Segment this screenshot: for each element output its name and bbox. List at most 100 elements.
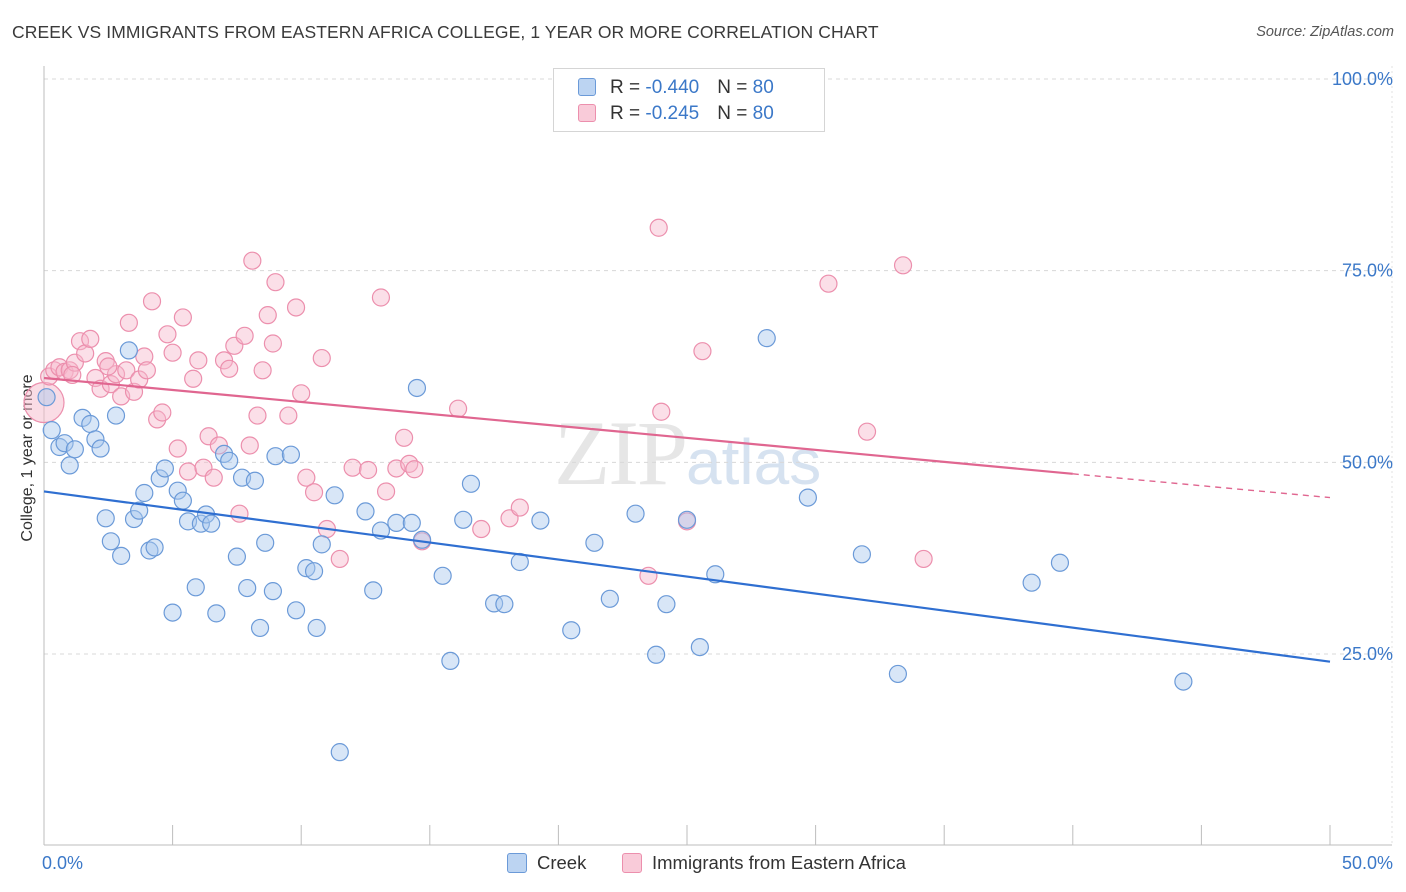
stats-legend: R = -0.440 N = 80 R = -0.245 N = 80 xyxy=(553,68,825,132)
immigrants-point xyxy=(220,359,239,378)
creek-point xyxy=(155,459,174,478)
creek-point xyxy=(402,513,421,533)
legend-r-value: -0.440 xyxy=(645,77,700,98)
creek-point xyxy=(135,483,154,503)
creek-point xyxy=(55,434,74,453)
creek-trend-line xyxy=(43,490,1331,663)
creek-point xyxy=(65,440,84,459)
creek-point xyxy=(1022,573,1041,592)
creek-point xyxy=(461,474,481,493)
creek-point xyxy=(647,645,666,664)
immigrants-point xyxy=(312,348,331,368)
creek-point xyxy=(325,486,344,505)
creek-point xyxy=(168,481,187,500)
immigrants-point xyxy=(286,298,306,317)
creek-swatch xyxy=(578,78,596,96)
immigrants-point xyxy=(358,460,378,480)
creek-point xyxy=(387,513,406,533)
creek-point xyxy=(60,456,79,475)
creek-point xyxy=(207,604,226,623)
creek-point xyxy=(330,743,349,762)
immigrants-point xyxy=(376,482,396,501)
immigrants-point xyxy=(258,306,277,325)
immigrants-point xyxy=(371,288,391,307)
creek-point xyxy=(140,541,159,560)
immigrants-point xyxy=(819,274,838,293)
immigrants-point xyxy=(343,458,362,477)
legend-r-label: R = xyxy=(610,103,646,124)
creek-point xyxy=(441,651,460,671)
creek-point xyxy=(304,562,324,581)
immigrants-trend-line xyxy=(43,376,1073,475)
y-tick-label: 50.0% xyxy=(1342,452,1393,472)
creek-point xyxy=(585,533,604,552)
immigrants-point xyxy=(189,351,208,370)
immigrants-point xyxy=(693,342,712,361)
immigrants-point xyxy=(153,403,172,422)
creek-point xyxy=(757,329,776,348)
immigrants-point xyxy=(173,308,192,327)
creek-point xyxy=(485,594,504,613)
creek-point xyxy=(677,510,697,529)
legend-n-value: 80 xyxy=(752,77,774,98)
creek-point xyxy=(150,469,169,488)
source-label: Source: ZipAtlas.com xyxy=(1256,24,1394,40)
trend-lines xyxy=(43,376,1331,663)
bottom-legend-creek-label: Creek xyxy=(537,852,587,873)
creek-point xyxy=(1050,553,1070,572)
immigrants-point xyxy=(405,460,424,479)
creek-point xyxy=(37,388,56,407)
immigrants-point xyxy=(292,384,311,403)
immigrants-point xyxy=(158,325,177,344)
immigrants-point xyxy=(893,256,913,275)
legend-row-immigrants: R = -0.245 N = 80 xyxy=(578,103,774,125)
immigrants-point xyxy=(230,504,249,523)
creek-point xyxy=(119,341,138,360)
immigrants-point xyxy=(235,326,254,345)
immigrants-points xyxy=(23,218,933,585)
creek-point xyxy=(364,581,383,600)
legend-r-value: -0.245 xyxy=(645,103,700,124)
immigrants-point xyxy=(857,422,877,441)
creek-point xyxy=(238,578,257,598)
chart-title: CREEK VS IMMIGRANTS FROM EASTERN AFRICA … xyxy=(12,22,879,42)
immigrants-swatch xyxy=(622,853,642,873)
creek-point xyxy=(202,514,221,533)
creek-points xyxy=(37,329,1193,762)
creek-point xyxy=(145,538,164,557)
bottom-legend-immigrants-label: Immigrants from Eastern Africa xyxy=(652,852,906,873)
creek-point xyxy=(281,445,301,464)
legend-r-label: R = xyxy=(610,77,646,98)
creek-point xyxy=(454,510,473,529)
axes xyxy=(43,66,1393,846)
creek-point xyxy=(626,504,645,523)
creek-point xyxy=(407,378,427,398)
immigrants-point xyxy=(330,549,349,569)
immigrants-point xyxy=(510,498,529,517)
immigrants-point xyxy=(248,406,267,425)
creek-point xyxy=(191,514,210,533)
bottom-legend-creek: Creek xyxy=(507,852,586,874)
creek-point xyxy=(96,509,115,528)
immigrants-point xyxy=(204,468,223,487)
creek-point xyxy=(600,589,619,608)
immigrants-point xyxy=(472,519,491,539)
creek-point xyxy=(657,595,676,614)
immigrants-point xyxy=(99,357,118,376)
creek-point xyxy=(245,471,265,490)
immigrants-point xyxy=(304,483,324,502)
immigrants-point xyxy=(130,370,149,389)
creek-point xyxy=(307,618,326,638)
immigrants-point xyxy=(297,468,316,487)
immigrants-point xyxy=(400,454,419,473)
y-tick-label: 25.0% xyxy=(1342,644,1393,664)
creek-point xyxy=(106,406,126,425)
immigrants-point xyxy=(394,428,414,447)
immigrants-point xyxy=(199,427,218,446)
creek-point xyxy=(101,532,120,551)
immigrants-point xyxy=(137,361,156,380)
immigrants-point xyxy=(135,347,154,366)
creek-point xyxy=(42,421,61,440)
creek-point xyxy=(163,603,182,622)
